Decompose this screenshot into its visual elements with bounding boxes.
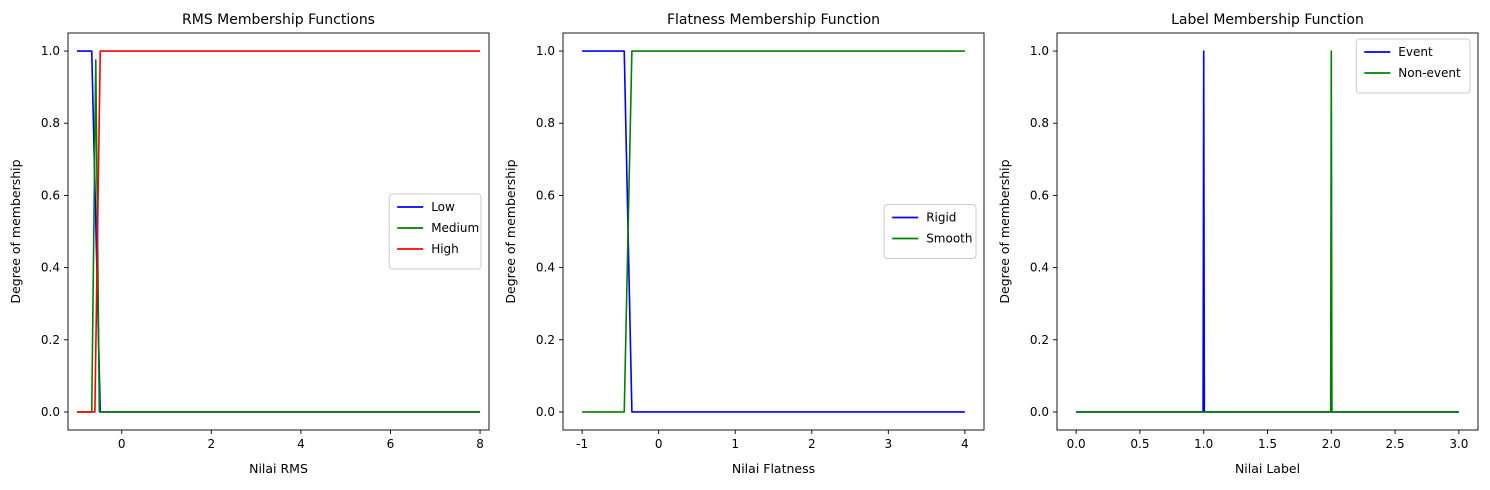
x-tick-label: 2 <box>808 437 816 451</box>
y-tick-label: 0.2 <box>41 333 60 347</box>
x-tick-label: 1 <box>731 437 739 451</box>
chart-panel-3: Label Membership Function 0.0 0.5 1.0 1.5 2.0… <box>997 12 1479 476</box>
x-tick-label: 3.0 <box>1449 437 1468 451</box>
legend-label-smooth: Smooth <box>926 232 972 246</box>
x-tick-label: 2 <box>207 437 215 451</box>
y-tick-label: 0.6 <box>41 188 60 202</box>
y-tick-label: 0.4 <box>1030 261 1049 275</box>
chart-panel-1: RMS Membership Functions 0 2 4 6 8 0.0 0.2 0.4 0.… <box>8 12 490 476</box>
chart-title: Label Membership Function <box>1171 12 1364 28</box>
x-tick-label: -1 <box>576 437 588 451</box>
plot-frame <box>562 32 985 431</box>
legend-label-rigid: Rigid <box>926 211 956 225</box>
x-tick-label: 2.0 <box>1322 437 1341 451</box>
x-tick-label: 0.5 <box>1130 437 1149 451</box>
legend: Low Medium High <box>388 193 482 270</box>
y-tick-label: 0.0 <box>41 405 60 419</box>
y-tick-label: 0.6 <box>536 188 555 202</box>
legend: Rigid Smooth <box>883 204 977 259</box>
series-line-smooth <box>582 50 965 413</box>
y-tick-label: 0.0 <box>1030 405 1049 419</box>
x-axis-label: Nilai Flatness <box>732 461 815 476</box>
chart-title: Flatness Membership Function <box>667 12 880 28</box>
legend-label-non-event: Non-event <box>1398 66 1461 80</box>
y-tick-label: 1.0 <box>41 44 60 58</box>
series-line-non-event <box>1076 50 1459 413</box>
x-axis-label: Nilai Label <box>1235 461 1300 476</box>
x-tick-label: 0.0 <box>1067 437 1086 451</box>
y-tick-label: 0.0 <box>536 405 555 419</box>
x-tick-label: 2.5 <box>1386 437 1405 451</box>
y-axis-label: Degree of membership <box>503 159 518 303</box>
y-tick-label: 0.2 <box>536 333 555 347</box>
x-tick-label: 6 <box>387 437 395 451</box>
legend-label-low: Low <box>431 200 455 214</box>
legend-label-high: High <box>431 242 459 256</box>
plot-frame <box>67 32 490 431</box>
x-axis-label: Nilai RMS <box>249 461 308 476</box>
legend: Event Non-event <box>1355 38 1471 94</box>
x-tick-label: 0 <box>118 437 126 451</box>
chart-panel-2: Flatness Membership Function -1 0 1 2 3 4 0.0 0.… <box>503 12 985 476</box>
series-line-event <box>1076 50 1459 413</box>
legend-label-event: Event <box>1398 45 1433 59</box>
x-tick-label: 4 <box>961 437 969 451</box>
x-tick-label: 1.5 <box>1258 437 1277 451</box>
x-tick-label: 3 <box>884 437 892 451</box>
y-tick-label: 0.8 <box>41 116 60 130</box>
series-line-high <box>76 50 481 413</box>
legend-box <box>388 193 482 270</box>
y-tick-label: 0.2 <box>1030 333 1049 347</box>
y-tick-label: 0.4 <box>41 261 60 275</box>
y-axis-label: Degree of membership <box>997 159 1012 303</box>
x-tick-label: 0 <box>655 437 663 451</box>
y-tick-label: 0.4 <box>536 261 555 275</box>
y-tick-label: 0.8 <box>1030 116 1049 130</box>
legend-label-medium: Medium <box>431 221 479 235</box>
x-tick-label: 4 <box>297 437 305 451</box>
x-tick-label: 8 <box>476 437 484 451</box>
y-tick-label: 0.6 <box>1030 188 1049 202</box>
chart-title: RMS Membership Functions <box>182 12 375 28</box>
y-axis-label: Degree of membership <box>8 159 23 303</box>
y-tick-label: 0.8 <box>536 116 555 130</box>
y-tick-label: 1.0 <box>536 44 555 58</box>
y-tick-label: 1.0 <box>1030 44 1049 58</box>
x-tick-label: 1.0 <box>1194 437 1213 451</box>
